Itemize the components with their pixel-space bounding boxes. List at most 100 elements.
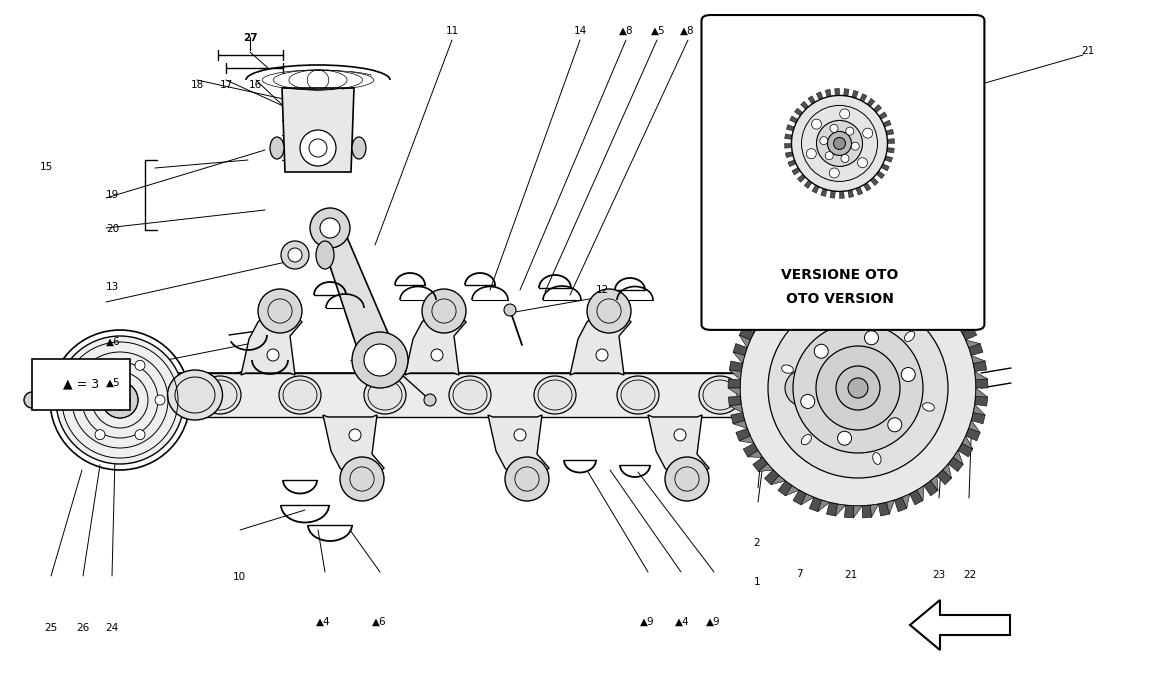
Polygon shape [862,259,872,270]
Polygon shape [923,285,938,295]
Polygon shape [969,421,980,432]
Circle shape [320,218,340,238]
Circle shape [340,457,384,501]
Polygon shape [790,116,798,123]
Polygon shape [799,271,806,285]
Polygon shape [949,458,964,471]
Polygon shape [488,415,549,490]
Ellipse shape [873,453,881,464]
Polygon shape [783,362,823,414]
Polygon shape [840,191,844,199]
Polygon shape [835,88,840,96]
Text: OTO VERSION: OTO VERSION [785,292,894,306]
Circle shape [300,130,336,166]
Ellipse shape [168,370,222,420]
Polygon shape [739,436,753,443]
Polygon shape [748,311,762,326]
FancyBboxPatch shape [702,15,984,330]
Polygon shape [793,490,806,505]
Circle shape [310,208,350,248]
Text: 26: 26 [76,624,90,633]
Polygon shape [733,344,748,355]
Polygon shape [802,494,814,505]
Text: 11: 11 [445,26,459,36]
Polygon shape [405,300,466,375]
Polygon shape [736,428,750,441]
Polygon shape [242,300,302,375]
Polygon shape [953,451,964,464]
Ellipse shape [905,331,914,342]
Circle shape [816,120,862,167]
Polygon shape [160,373,830,417]
Polygon shape [743,443,758,457]
Circle shape [848,378,868,398]
Polygon shape [949,311,964,319]
Circle shape [135,361,145,370]
Circle shape [505,457,549,501]
Polygon shape [777,481,792,496]
Text: ▲ = 3: ▲ = 3 [63,378,99,391]
Polygon shape [570,300,631,375]
Polygon shape [770,292,779,306]
Circle shape [826,152,834,160]
Polygon shape [784,143,791,148]
Polygon shape [758,305,767,319]
Polygon shape [731,413,744,424]
Polygon shape [883,120,891,127]
Circle shape [514,429,526,441]
Polygon shape [795,108,803,116]
Polygon shape [884,156,892,163]
Polygon shape [733,421,748,428]
Polygon shape [729,404,743,413]
Text: 16: 16 [248,81,262,90]
Text: 13: 13 [106,282,120,292]
Circle shape [865,331,879,345]
Text: ▲6: ▲6 [373,617,386,626]
Circle shape [768,298,948,478]
Polygon shape [937,298,951,306]
Circle shape [800,395,814,408]
Polygon shape [770,475,785,485]
Text: 1: 1 [753,577,760,587]
Ellipse shape [699,376,741,414]
Text: 12: 12 [596,285,610,295]
Polygon shape [973,404,986,415]
Circle shape [504,304,516,316]
Ellipse shape [922,403,935,411]
Polygon shape [895,497,906,512]
Ellipse shape [448,376,491,414]
Circle shape [365,344,396,376]
Polygon shape [787,124,795,131]
Circle shape [431,349,443,361]
Polygon shape [835,504,845,516]
Circle shape [110,390,130,410]
Circle shape [95,361,105,370]
Circle shape [56,336,184,464]
Polygon shape [282,88,354,172]
Circle shape [665,457,710,501]
Text: 19: 19 [106,190,120,199]
Polygon shape [853,258,862,270]
Polygon shape [910,275,923,285]
Polygon shape [323,415,384,490]
Polygon shape [867,98,875,107]
Polygon shape [860,94,867,102]
Circle shape [862,128,873,138]
Circle shape [24,392,40,408]
Text: ▲4: ▲4 [675,617,689,626]
Polygon shape [910,490,923,505]
Polygon shape [835,259,845,272]
Polygon shape [800,101,808,109]
Polygon shape [788,160,796,167]
Circle shape [829,168,840,178]
Polygon shape [958,326,973,333]
Polygon shape [937,470,951,485]
Circle shape [858,158,867,168]
Polygon shape [739,327,753,340]
Polygon shape [816,92,823,100]
Polygon shape [829,260,837,273]
Circle shape [785,370,821,406]
Circle shape [793,323,923,453]
Polygon shape [975,396,988,406]
Polygon shape [785,152,793,158]
